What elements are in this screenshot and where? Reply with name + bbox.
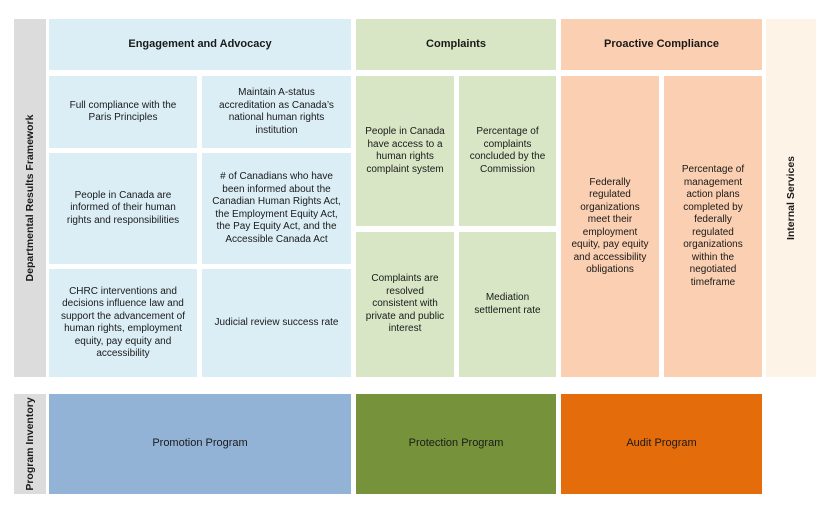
audit-program-label: Audit Program: [626, 437, 697, 450]
protection-program-label: Protection Program: [408, 437, 504, 450]
complaints-indicator-2: Mediation settlement rate: [459, 232, 556, 377]
engagement-title: Engagement and Advocacy: [128, 37, 272, 50]
compliance-result-1-text: Federally regulated organizations meet t…: [571, 176, 649, 276]
engagement-indicator-2-text: # of Canadians who have been informed ab…: [212, 171, 341, 245]
complaints-indicator-2-text: Mediation settlement rate: [474, 292, 541, 316]
framework-side-band: Departmental Results Framework: [14, 19, 46, 377]
inventory-side-band: Program Inventory: [14, 394, 46, 494]
compliance-title: Proactive Compliance: [604, 37, 719, 50]
engagement-result-2-text: People in Canada are informed of their h…: [66, 189, 180, 226]
engagement-result-3: CHRC interventions and decisions influen…: [49, 269, 197, 377]
inventory-label: Program Inventory: [24, 397, 36, 491]
complaints-result-2: Complaints are resolved consistent with …: [356, 232, 454, 377]
complaints-result-2-text: Complaints are resolved consistent with …: [365, 273, 445, 335]
complaints-result-1-text: People in Canada have access to a human …: [365, 126, 445, 175]
engagement-result-3-text: CHRC interventions and decisions influen…: [61, 285, 185, 360]
engagement-result-1-text: Full compliance with the Paris Principle…: [69, 99, 177, 124]
engagement-indicator-1-text: Maintain A-status accreditation as Canad…: [219, 87, 334, 136]
complaints-indicator-1-text: Percentage of complaints concluded by th…: [469, 126, 546, 175]
engagement-indicator-1: Maintain A-status accreditation as Canad…: [202, 76, 351, 148]
engagement-indicator-3-text: Judicial review success rate: [214, 316, 339, 328]
engagement-indicator-2: # of Canadians who have been informed ab…: [202, 153, 351, 264]
engagement-header: Engagement and Advocacy: [49, 19, 351, 70]
complaints-title: Complaints: [426, 37, 486, 50]
protection-program: Protection Program: [356, 394, 556, 494]
engagement-result-1: Full compliance with the Paris Principle…: [49, 76, 197, 148]
framework-label: Departmental Results Framework: [24, 114, 36, 282]
complaints-indicator-1: Percentage of complaints concluded by th…: [459, 76, 556, 226]
compliance-header: Proactive Compliance: [561, 19, 762, 70]
engagement-result-2: People in Canada are informed of their h…: [49, 153, 197, 264]
complaints-result-1: People in Canada have access to a human …: [356, 76, 454, 226]
internal-services-column: Internal Services: [766, 19, 816, 377]
compliance-indicator-1-text: Percentage of management action plans co…: [681, 164, 745, 288]
compliance-result-1: Federally regulated organizations meet t…: [561, 76, 659, 377]
audit-program: Audit Program: [561, 394, 762, 494]
complaints-header: Complaints: [356, 19, 556, 70]
compliance-indicator-1: Percentage of management action plans co…: [664, 76, 762, 377]
promotion-program-label: Promotion Program: [152, 437, 248, 450]
engagement-indicator-3: Judicial review success rate: [202, 269, 351, 377]
promotion-program: Promotion Program: [49, 394, 351, 494]
internal-services-label: Internal Services: [785, 155, 797, 241]
